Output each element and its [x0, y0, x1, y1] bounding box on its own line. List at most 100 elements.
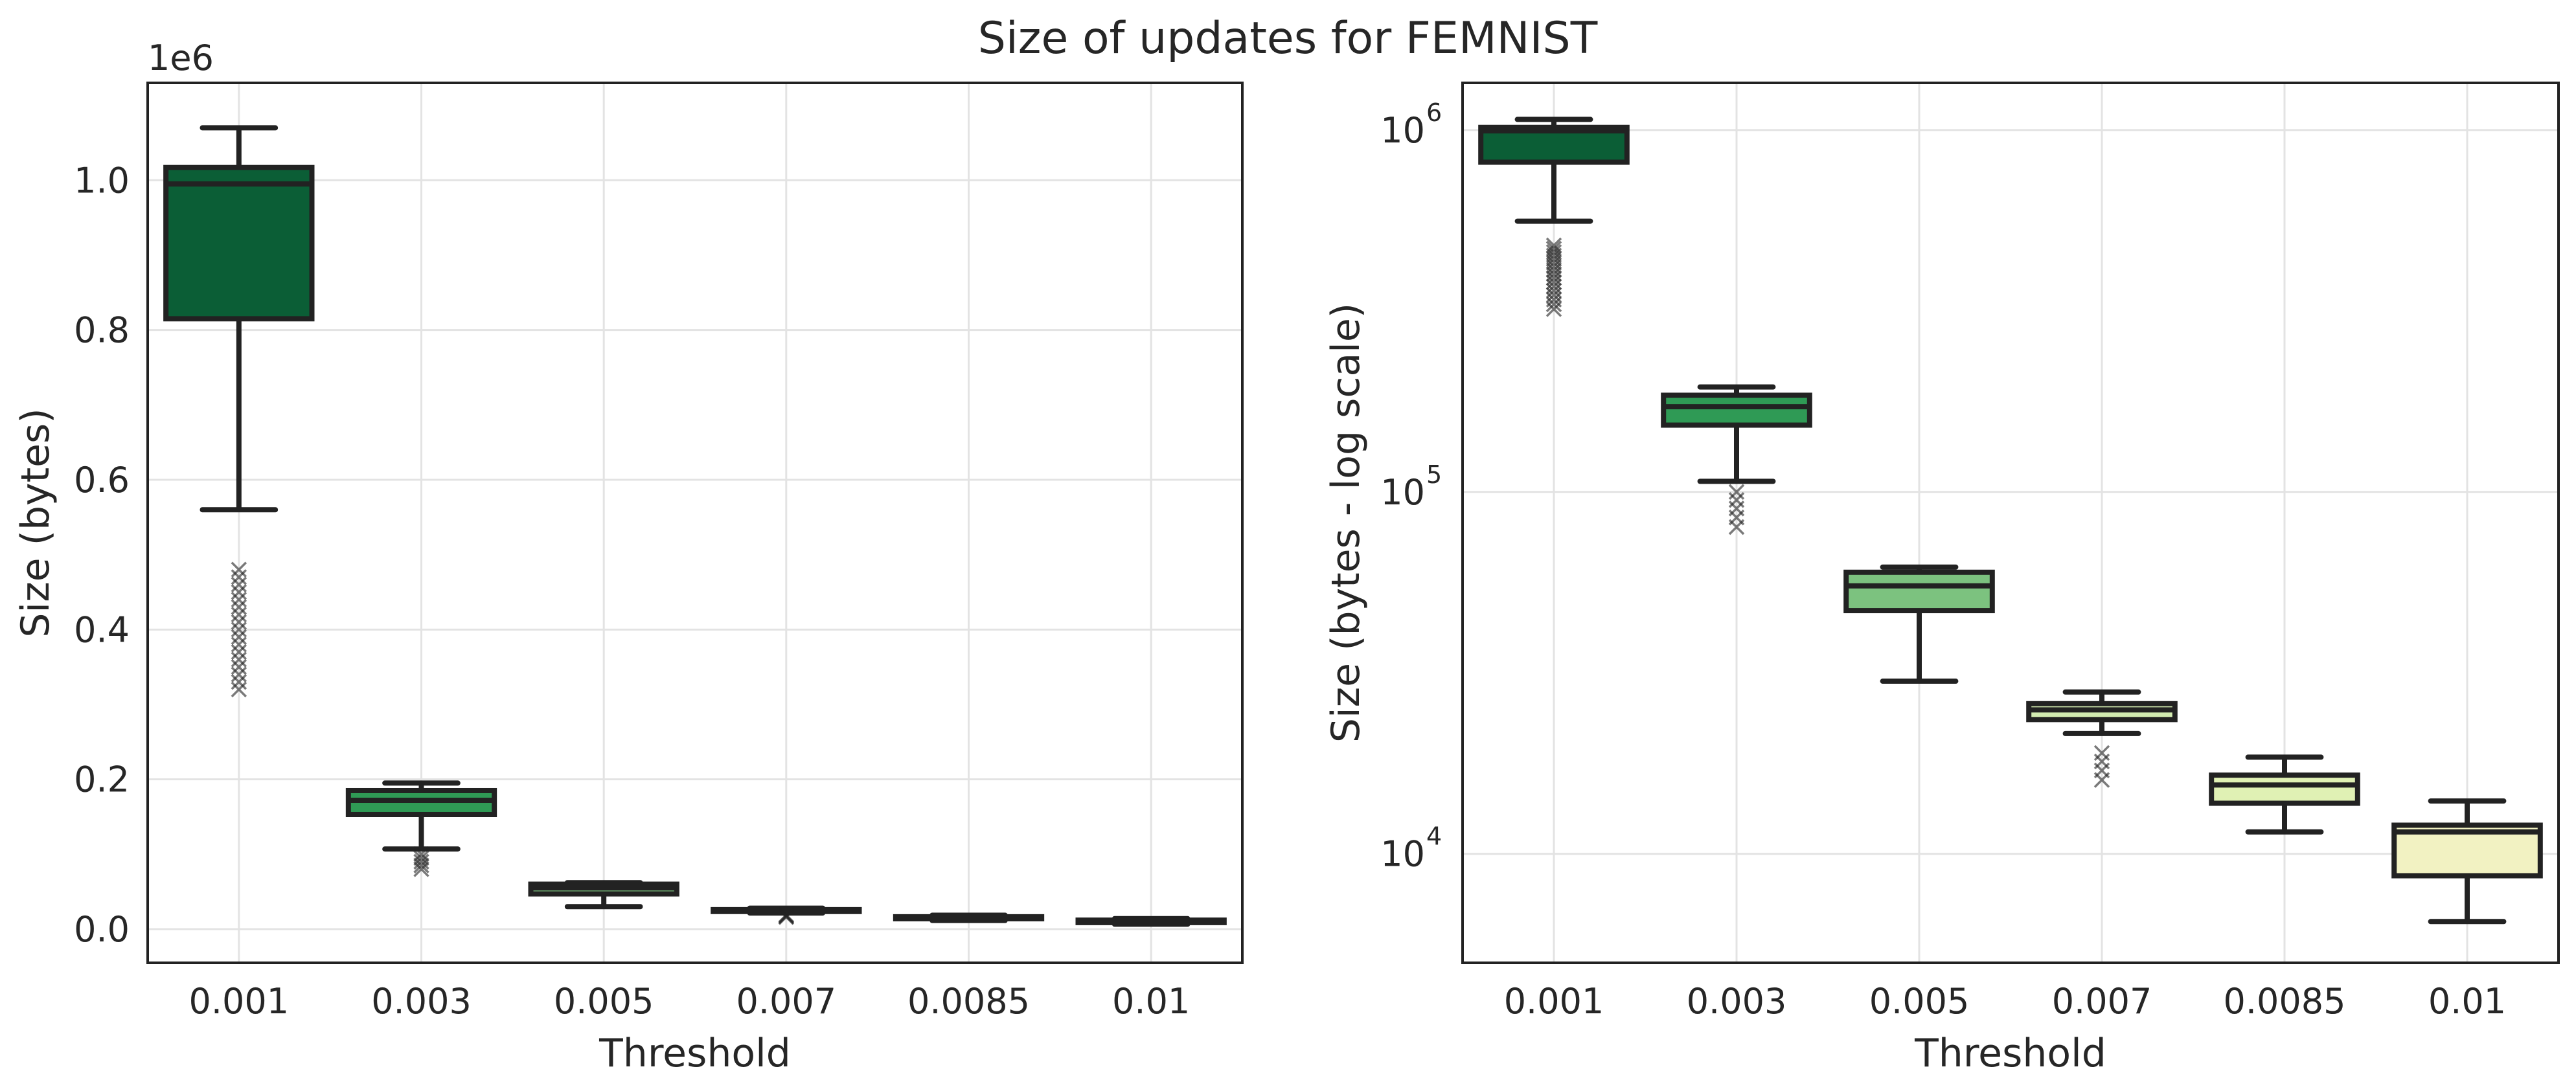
- outlier-marker: [1545, 262, 1562, 278]
- outlier-marker: [231, 681, 247, 698]
- outlier-stroke: [413, 846, 429, 862]
- outlier-stroke: [231, 629, 247, 646]
- outlier-stroke: [231, 666, 247, 682]
- y-tick-label: 1.0: [74, 160, 130, 201]
- outlier-marker: [231, 674, 247, 690]
- outlier-marker: [2093, 745, 2110, 761]
- iqr-box: [1843, 569, 1995, 614]
- outlier-stroke: [231, 681, 247, 698]
- box-0.005: [1843, 564, 1995, 684]
- outlier-stroke: [231, 674, 247, 690]
- outlier-marker: [1545, 237, 1562, 254]
- outlier-stroke: [231, 622, 247, 638]
- x-tick-label: 0.005: [1869, 981, 1970, 1022]
- x-tick-label: 0.007: [736, 981, 837, 1022]
- outlier-marker: [1545, 270, 1562, 286]
- outlier-stroke: [231, 599, 247, 615]
- outlier-marker: [413, 846, 429, 862]
- outlier-stroke: [231, 606, 247, 623]
- outlier-marker: [231, 576, 247, 593]
- outlier-stroke: [231, 614, 247, 630]
- outlier-marker: [231, 666, 247, 682]
- x-tick-label: 0.01: [1112, 981, 1190, 1022]
- outlier-marker: [1728, 484, 1745, 501]
- outlier-marker: [231, 591, 247, 608]
- outlier-marker: [778, 906, 795, 923]
- y-tick-label: 0.8: [74, 310, 130, 351]
- outlier-stroke: [231, 576, 247, 593]
- outlier-stroke: [231, 644, 247, 660]
- x-tick-label: 0.01: [2428, 981, 2506, 1022]
- outlier-marker: [413, 857, 429, 873]
- axes-frame: [1461, 82, 2560, 964]
- y-tick-label: 10: [1380, 834, 1425, 875]
- box-0.001: [163, 125, 315, 698]
- outlier-marker: [1545, 266, 1562, 282]
- y-tick-exponent: 5: [1426, 460, 1442, 489]
- box-0.0085: [893, 912, 1045, 923]
- outlier-marker: [231, 569, 247, 585]
- box-0.01: [2391, 798, 2543, 925]
- y-axis-label: Size (bytes - log scale): [1323, 303, 1369, 743]
- y-tick-label: 0.2: [74, 759, 130, 800]
- outlier-marker: [413, 861, 429, 877]
- y-offset-label: 1e6: [148, 38, 214, 78]
- outlier-stroke: [413, 861, 429, 877]
- outlier-stroke: [231, 636, 247, 653]
- outlier-marker: [231, 584, 247, 600]
- box-0.007: [711, 905, 862, 925]
- box-0.003: [1661, 384, 1812, 535]
- outlier-marker: [231, 636, 247, 653]
- outlier-marker: [231, 599, 247, 615]
- x-tick-label: 0.007: [2052, 981, 2152, 1022]
- box-0.003: [345, 780, 497, 877]
- y-tick-exponent: 6: [1426, 98, 1442, 127]
- outlier-stroke: [1545, 270, 1562, 286]
- x-axis-label: Threshold: [1914, 1031, 2106, 1076]
- outlier-stroke: [231, 658, 247, 675]
- axes-frame: [146, 82, 1244, 964]
- outlier-stroke: [1545, 237, 1562, 254]
- y-tick-label: 10: [1380, 472, 1425, 513]
- x-tick-label: 0.003: [1687, 981, 1787, 1022]
- x-tick-label: 0.003: [371, 981, 472, 1022]
- outlier-stroke: [2093, 745, 2110, 761]
- y-tick-label: 0.0: [74, 909, 130, 950]
- iqr-box: [1661, 392, 1812, 428]
- box-0.01: [1075, 916, 1227, 927]
- outlier-stroke: [231, 569, 247, 585]
- outlier-stroke: [1545, 266, 1562, 282]
- x-axis-label: Threshold: [598, 1031, 791, 1076]
- outlier-marker: [231, 606, 247, 623]
- outlier-stroke: [231, 584, 247, 600]
- y-axis-label: Size (bytes): [13, 408, 58, 637]
- y-tick-label: 0.6: [74, 460, 130, 501]
- outlier-stroke: [231, 651, 247, 668]
- outlier-stroke: [1728, 484, 1745, 501]
- outlier-stroke: [778, 906, 795, 923]
- box-0.007: [2026, 689, 2178, 788]
- outlier-marker: [231, 658, 247, 675]
- figure-title: Size of updates for FEMNIST: [978, 13, 1598, 64]
- outlier-marker: [1545, 244, 1562, 260]
- outlier-marker: [231, 614, 247, 630]
- outlier-marker: [231, 644, 247, 660]
- outlier-stroke: [413, 849, 429, 866]
- outlier-stroke: [1545, 240, 1562, 257]
- outlier-marker: [231, 651, 247, 668]
- x-tick-label: 0.0085: [907, 981, 1030, 1022]
- x-tick-label: 0.0085: [2224, 981, 2346, 1022]
- y-tick-label: 0.4: [74, 609, 130, 650]
- outlier-stroke: [231, 561, 247, 578]
- x-tick-label: 0.005: [554, 981, 654, 1022]
- outlier-stroke: [413, 857, 429, 873]
- x-tick-label: 0.001: [1504, 981, 1604, 1022]
- outlier-stroke: [231, 591, 247, 608]
- box-0.001: [1478, 117, 1630, 317]
- box-0.005: [528, 880, 679, 910]
- outlier-stroke: [1545, 244, 1562, 260]
- outlier-marker: [231, 622, 247, 638]
- iqr-box: [2209, 772, 2360, 806]
